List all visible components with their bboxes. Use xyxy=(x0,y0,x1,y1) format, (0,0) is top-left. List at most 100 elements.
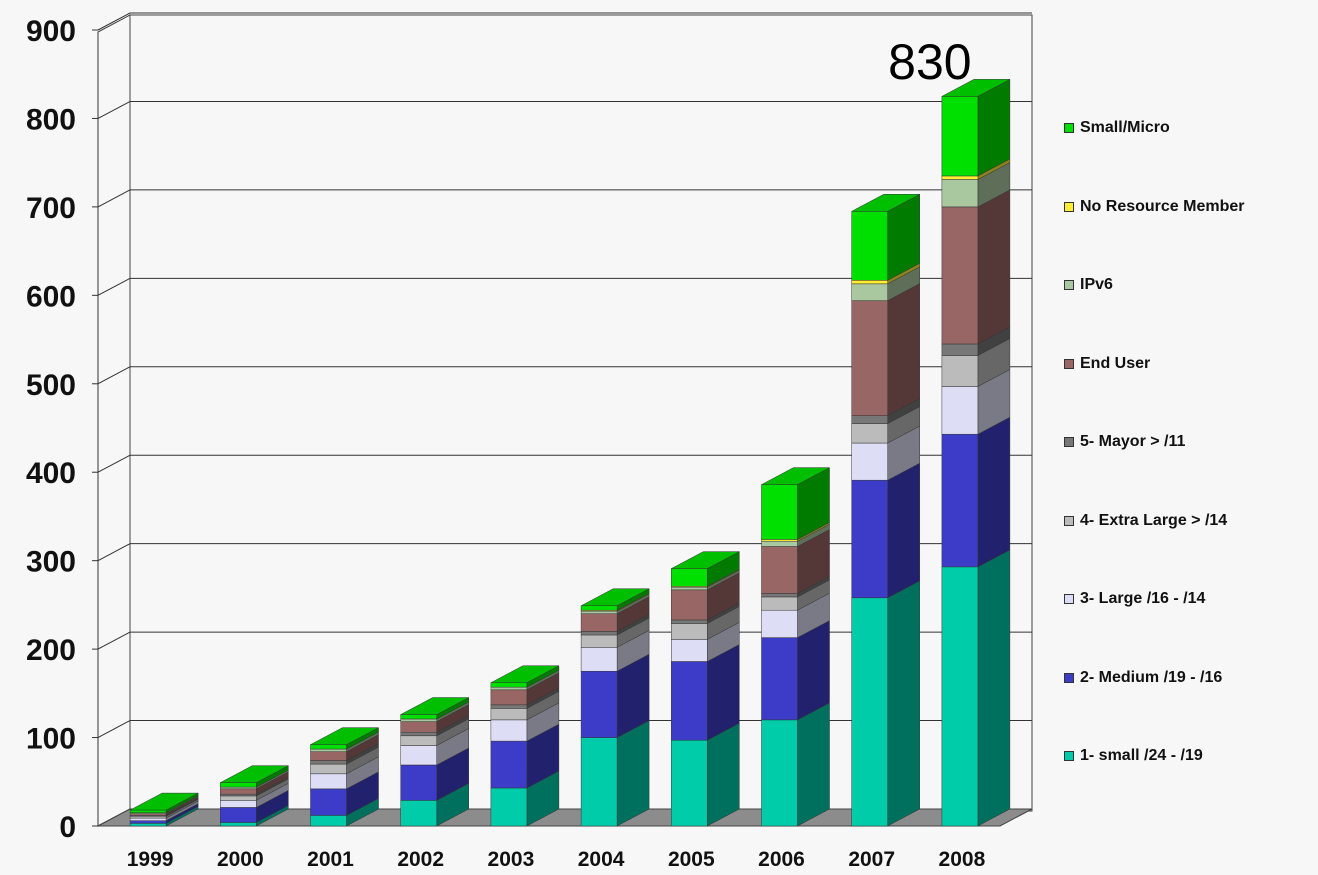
x-tick-label: 2005 xyxy=(668,848,715,871)
legend-item: No Resource Member xyxy=(1064,197,1245,217)
bar-segment xyxy=(129,813,167,816)
gridline-side xyxy=(97,189,131,208)
legend-swatch xyxy=(1064,201,1074,212)
bar-segment xyxy=(310,748,347,752)
y-tick-label: 500 xyxy=(26,369,76,402)
bar-segment xyxy=(490,686,528,691)
bar-top-face xyxy=(580,588,650,607)
y-tick-label: 400 xyxy=(26,457,76,490)
bar-segment xyxy=(220,786,257,790)
x-tick-label: 2008 xyxy=(939,848,986,871)
bar-segment-side xyxy=(707,722,740,827)
bar-segment xyxy=(400,714,437,720)
y-tick-label: 0 xyxy=(59,811,76,844)
bar-segment xyxy=(941,179,979,208)
bar-segment xyxy=(310,815,347,827)
bar-segment xyxy=(490,689,528,706)
bar-segment-side xyxy=(797,620,830,721)
gridline-side xyxy=(97,454,131,473)
legend-item: 5- Mayor > /11 xyxy=(1064,432,1185,452)
bar-segment-side xyxy=(887,580,920,827)
x-tick-label: 2002 xyxy=(397,848,444,871)
bar-top-face xyxy=(400,697,469,715)
bar-segment xyxy=(490,787,528,827)
legend-label: 3- Large /16 - /14 xyxy=(1080,590,1206,607)
bar-segment xyxy=(580,605,618,611)
bar-segment xyxy=(671,639,708,662)
annotation-label: 830 xyxy=(888,34,971,90)
bar-segment xyxy=(851,300,888,416)
bar-segment xyxy=(671,623,708,640)
bar-segment-side xyxy=(797,702,830,827)
legend-label: 4- Extra Large > /14 xyxy=(1080,511,1228,529)
y-tick-label: 800 xyxy=(26,103,76,136)
legend-swatch xyxy=(1064,751,1074,761)
bar-segment xyxy=(761,719,798,827)
bar-segment xyxy=(761,539,798,542)
gridline-side xyxy=(97,720,131,738)
bar-segment xyxy=(761,593,798,598)
bar-segment xyxy=(761,546,798,594)
bar-segment xyxy=(220,800,257,808)
bar-segment xyxy=(941,566,979,827)
x-tick-label: 1999 xyxy=(127,848,174,871)
bar-segment xyxy=(851,415,888,424)
bar-segment xyxy=(400,764,437,801)
bar-segment xyxy=(310,744,347,750)
bar-segment-side xyxy=(977,549,1011,827)
y-tick-label: 700 xyxy=(26,192,76,225)
legend-swatch xyxy=(1064,123,1074,133)
bar-segment xyxy=(941,175,979,180)
bar-segment xyxy=(310,751,347,761)
legend-swatch xyxy=(1064,672,1074,683)
bar-segment xyxy=(851,280,888,285)
gridline-side xyxy=(97,543,131,562)
bar-top-face xyxy=(851,194,920,212)
legend-label: 1- small /24 - /19 xyxy=(1080,747,1203,764)
legend-item: IPv6 xyxy=(1064,275,1113,295)
bar-segment xyxy=(129,823,167,827)
bar-segment xyxy=(400,731,437,737)
legend-swatch xyxy=(1064,515,1074,526)
y-tick-label: 200 xyxy=(26,634,76,667)
y-tick-label: 100 xyxy=(26,723,76,756)
bar-segment xyxy=(220,793,257,797)
legend-label: End User xyxy=(1080,354,1151,372)
y-tick-label: 300 xyxy=(26,546,76,579)
bar-segment xyxy=(129,816,167,819)
bar-segment xyxy=(580,631,618,636)
bar-top-face xyxy=(941,79,1011,97)
bar-segment xyxy=(580,610,618,614)
bar-segment xyxy=(310,788,347,816)
bar-segment xyxy=(761,540,798,547)
bar-segment xyxy=(671,586,708,591)
bar-segment xyxy=(580,613,618,632)
bar-segment xyxy=(941,206,979,345)
x-tick-label: 2000 xyxy=(217,848,264,871)
legend-item: 1- small /24 - /19 xyxy=(1064,746,1203,766)
bar-segment xyxy=(851,479,888,599)
bar-segment-side xyxy=(887,462,920,599)
bar-segment xyxy=(129,809,167,813)
bar-segment xyxy=(400,718,437,722)
bar-segment-side xyxy=(887,283,920,417)
bar-segment xyxy=(220,795,257,801)
bar-segment xyxy=(580,647,618,672)
legend-item: Small/Micro xyxy=(1064,118,1170,138)
bar-segment xyxy=(761,484,798,540)
bar-segment xyxy=(310,763,347,775)
bar-segment xyxy=(400,735,437,746)
bar-segment xyxy=(310,773,347,790)
bar-top-face xyxy=(671,551,740,569)
gridline-side xyxy=(97,277,131,296)
bar-segment xyxy=(671,619,708,624)
bar-segment xyxy=(490,708,528,721)
bar-segment xyxy=(580,670,618,738)
y-tick-label: 900 xyxy=(26,15,76,48)
bar-segment xyxy=(941,386,979,435)
bar-segment xyxy=(310,760,347,765)
bar-top-face xyxy=(220,765,289,783)
bar-segment xyxy=(761,596,798,611)
legend-label: IPv6 xyxy=(1080,276,1113,293)
